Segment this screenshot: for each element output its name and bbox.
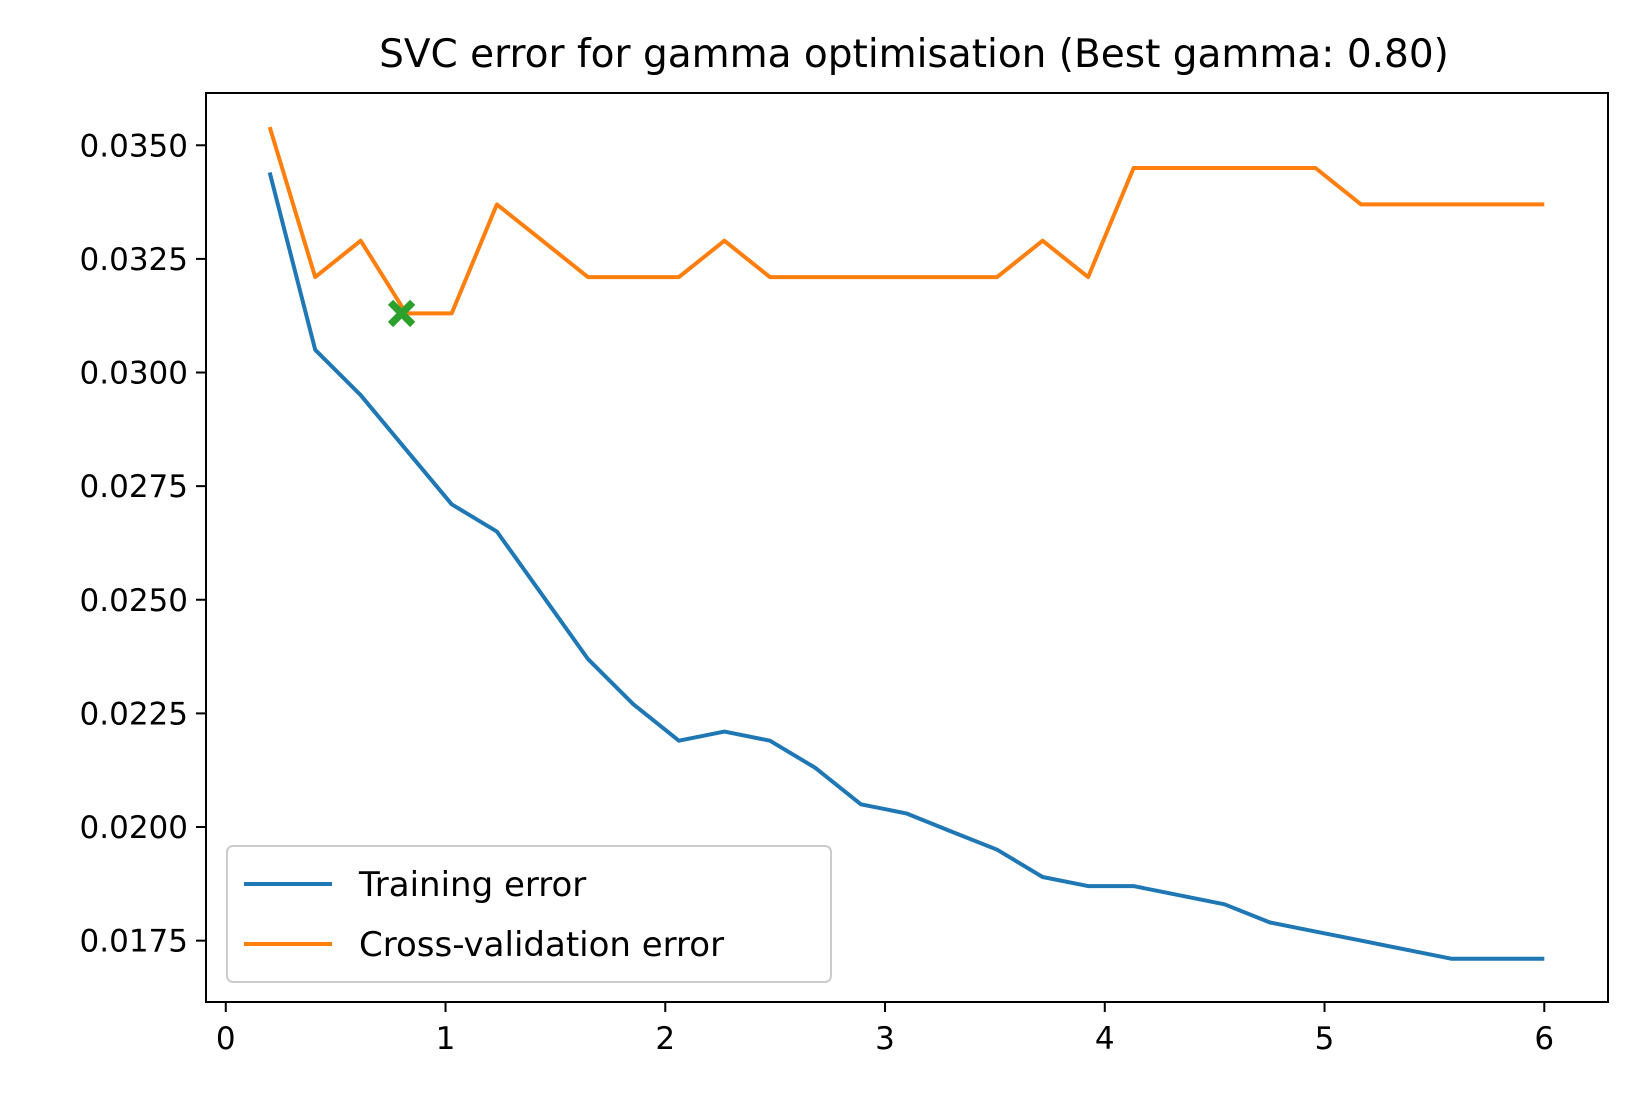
y-tick-label: 0.0275 <box>80 469 188 505</box>
y-tick-label: 0.0225 <box>80 696 188 732</box>
y-axis: 0.0175 0.0200 0.0225 0.0250 0.0275 0.0300 0.03… <box>80 128 206 960</box>
x-tick-label: 0 <box>216 1021 236 1057</box>
series-line-cross-validation-error <box>267 126 1545 316</box>
x-tick-label: 3 <box>875 1021 895 1057</box>
x-tick-label: 2 <box>655 1021 675 1057</box>
y-tick-label: 0.0325 <box>80 242 188 278</box>
legend-label: Training error <box>358 865 586 905</box>
axes-frame <box>205 92 1609 1003</box>
legend: Training error Cross-validation error <box>226 845 832 983</box>
x-tick-label: 6 <box>1534 1021 1554 1057</box>
chart-title: SVC error for gamma optimisation (Best g… <box>379 32 1449 77</box>
x-tick-label: 1 <box>436 1021 456 1057</box>
y-tick-label: 0.0350 <box>80 128 188 164</box>
legend-label: Cross-validation error <box>359 925 724 965</box>
series-line-training-error <box>267 172 1545 961</box>
plot-area <box>267 126 1545 961</box>
x-tick-label: 5 <box>1315 1021 1335 1057</box>
y-tick-label: 0.0175 <box>80 924 188 960</box>
legend-box <box>226 845 832 983</box>
y-tick-label: 0.0200 <box>80 810 188 846</box>
x-tick-label: 4 <box>1095 1021 1115 1057</box>
x-axis: 0 1 2 3 4 5 6 <box>216 1002 1554 1057</box>
y-tick-label: 0.0300 <box>80 356 188 392</box>
y-tick-label: 0.0250 <box>80 583 188 619</box>
best-gamma-marker <box>387 299 416 328</box>
